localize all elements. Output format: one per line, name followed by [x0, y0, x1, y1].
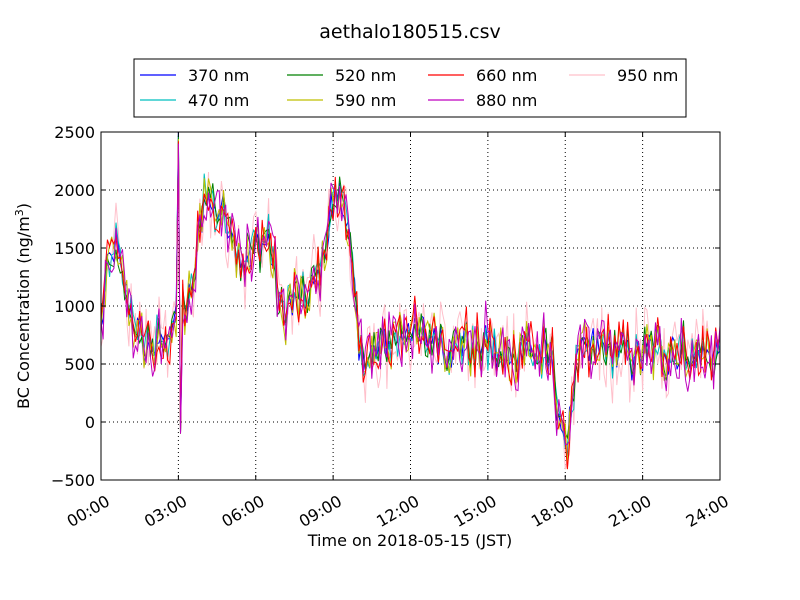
x-tick-label: 00:00	[64, 491, 113, 531]
series-line-880-nm	[100, 143, 721, 446]
y-tick-label: −500	[51, 471, 95, 490]
legend-label: 370 nm	[188, 66, 249, 85]
series-line-590-nm	[100, 138, 721, 470]
legend-label: 470 nm	[188, 91, 249, 110]
x-tick-label: 21:00	[605, 491, 654, 531]
y-axis-label-close: )	[14, 203, 33, 209]
legend-box	[133, 58, 687, 118]
y-tick-label: 500	[64, 355, 95, 374]
legend-label: 660 nm	[476, 66, 537, 85]
y-tick-label: 0	[85, 413, 95, 432]
legend-label: 590 nm	[335, 91, 396, 110]
x-tick-label: 06:00	[218, 491, 267, 531]
legend-label: 520 nm	[335, 66, 396, 85]
x-tick-label: 24:00	[683, 491, 732, 531]
y-axis-label-main: BC Concentration (ng/m	[14, 216, 33, 409]
series-line-660-nm	[100, 141, 721, 470]
y-axis-label-sup: 3	[13, 209, 26, 216]
x-tick-label: 12:00	[373, 491, 422, 531]
y-tick-label: 2000	[54, 181, 95, 200]
y-axis-label: BC Concentration (ng/m3)	[13, 203, 33, 409]
chart-title: aethalo180515.csv	[319, 21, 501, 43]
x-axis-label: Time on 2018-05-15 (JST)	[307, 531, 512, 550]
legend-label: 950 nm	[617, 66, 678, 85]
legend-label: 880 nm	[476, 91, 537, 110]
legend: 370 nm 470 nm 520 nm 590 nm 660 nm 880 nm 950 …	[133, 58, 687, 118]
y-tick-label: 2500	[54, 123, 95, 142]
y-tick-label: 1000	[54, 297, 95, 316]
x-tick-label: 15:00	[450, 491, 499, 531]
x-tick-label: 03:00	[141, 491, 190, 531]
x-tick-label: 09:00	[296, 491, 345, 531]
axis-ticks: 00:00 03:00 06:00 09:00 12:00 15:00 18:00 21:00…	[51, 123, 732, 531]
plot-area	[100, 131, 721, 470]
y-tick-label: 1500	[54, 239, 95, 258]
x-tick-label: 18:00	[528, 491, 577, 531]
